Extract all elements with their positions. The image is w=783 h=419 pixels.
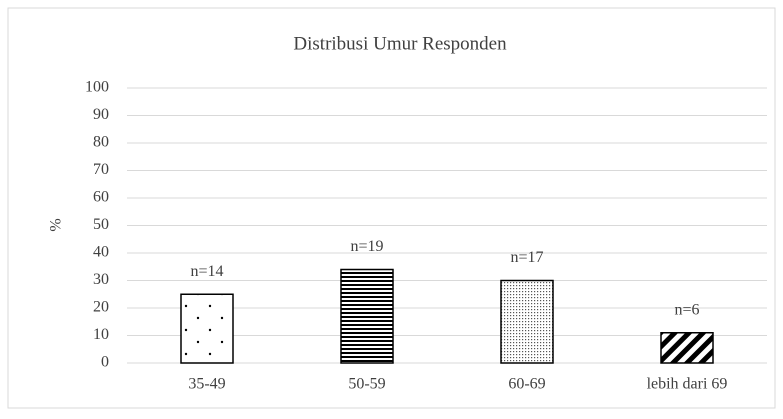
x-tick-label: lebih dari 69 [647,376,728,393]
bar [500,279,554,364]
y-tick-label: 50 [93,216,109,233]
y-tick-label: 80 [93,134,109,151]
bar [660,332,714,364]
y-tick-label: 30 [93,271,109,288]
chart-title: Distribusi Umur Responden [293,33,507,54]
y-tick-label: 10 [93,326,109,343]
bar-label: n=14 [190,263,223,280]
y-tick-label: 60 [93,189,109,206]
bar-label: n=17 [510,249,543,266]
y-tick-label: 90 [93,106,109,123]
bar-label: n=6 [674,301,699,318]
y-axis-label: % [48,218,65,231]
x-tick-label: 35-49 [188,376,225,393]
y-tick-label: 20 [93,299,109,316]
y-tick-label: 0 [101,354,109,371]
bar-label: n=19 [350,238,383,255]
x-tick-label: 50-59 [348,376,385,393]
x-tick-label: 60-69 [508,376,545,393]
y-tick-label: 70 [93,161,109,178]
bar [340,268,394,364]
bar [180,293,234,364]
y-tick-label: 100 [85,79,109,96]
y-tick-label: 40 [93,244,109,261]
